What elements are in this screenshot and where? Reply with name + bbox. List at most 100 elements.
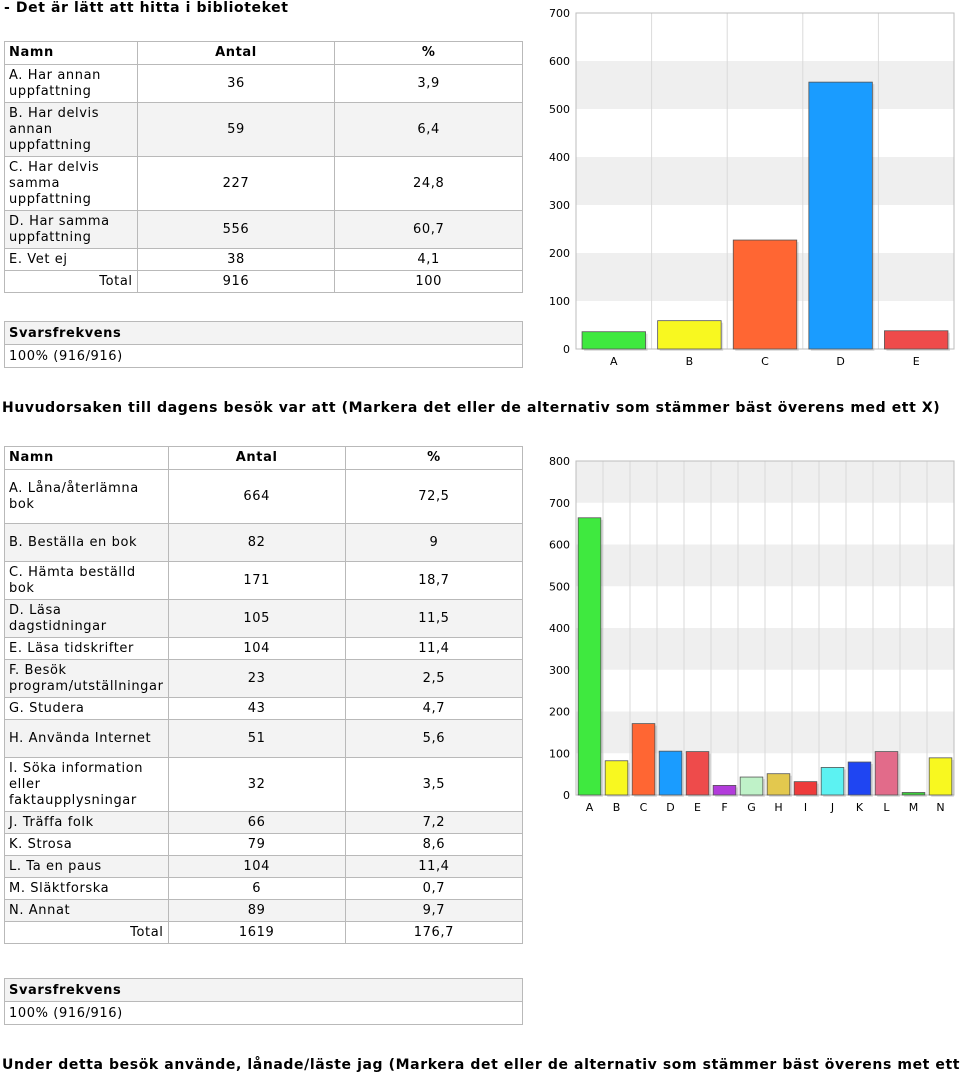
bar-a xyxy=(581,331,646,350)
column-header-count: Antal xyxy=(167,446,346,470)
row-count: 36 xyxy=(136,64,336,103)
row-count: 23 xyxy=(167,659,346,698)
row-percent: 60,7 xyxy=(334,210,523,249)
grid-band xyxy=(576,109,954,157)
column-header-name: Namn xyxy=(4,41,138,65)
row-count: 82 xyxy=(167,523,346,562)
bar-c xyxy=(732,239,798,350)
row-name: G. Studera xyxy=(4,697,169,720)
row-percent: 4,7 xyxy=(344,697,524,720)
table-row: C. Hämta beställd bok 171 18,7 xyxy=(4,561,524,600)
table-row: K. Strosa 79 8,6 xyxy=(4,833,524,856)
table-row: B. Har delvis annan uppfattning 59 6,4 xyxy=(4,102,523,157)
row-percent: 9 xyxy=(344,523,524,562)
table-row: H. Använda Internet 51 5,6 xyxy=(4,719,524,758)
row-count: 79 xyxy=(167,833,346,856)
x-tick-label: J xyxy=(830,801,834,814)
y-tick-label: 400 xyxy=(549,151,570,164)
y-tick-label: 500 xyxy=(549,580,570,593)
row-percent: 18,7 xyxy=(344,561,524,600)
table-row: B. Beställa en bok 82 9 xyxy=(4,523,524,562)
y-tick-label: 200 xyxy=(549,247,570,260)
row-name: I. Söka information eller faktaupplysnin… xyxy=(4,757,169,812)
row-count: 59 xyxy=(136,102,336,157)
section-heading: Huvudorsaken till dagens besök var att (… xyxy=(2,400,941,416)
bar-chart: 0 100 200 300 400 500 600 700 A B C D E xyxy=(549,7,955,368)
plot-frame xyxy=(575,460,955,796)
row-count: 43 xyxy=(167,697,346,720)
row-count: 89 xyxy=(167,899,346,922)
x-tick-label: D xyxy=(666,801,674,814)
bar-a xyxy=(577,517,602,796)
row-name: E. Vet ej xyxy=(4,248,138,271)
table-row: A. Har annan uppfattning 36 3,9 xyxy=(4,64,523,103)
x-tick-label: N xyxy=(936,801,944,814)
row-name: J. Träffa folk xyxy=(4,811,169,834)
row-percent: 5,6 xyxy=(344,719,524,758)
table-row: D. Har samma uppfattning 556 60,7 xyxy=(4,210,523,249)
row-percent: 72,5 xyxy=(344,469,524,524)
row-percent: 2,5 xyxy=(344,659,524,698)
grid-band xyxy=(576,61,954,109)
column-header-name: Namn xyxy=(4,446,169,470)
row-name: L. Ta en paus xyxy=(4,855,169,878)
row-name: H. Använda Internet xyxy=(4,719,169,758)
bar-k xyxy=(847,761,872,796)
row-count: 66 xyxy=(167,811,346,834)
total-count: 1619 xyxy=(167,921,346,944)
table-row: N. Annat 89 9,7 xyxy=(4,899,524,922)
row-name: K. Strosa xyxy=(4,833,169,856)
row-count: 104 xyxy=(167,637,346,660)
row-percent: 0,7 xyxy=(344,877,524,900)
bar-c xyxy=(631,723,656,796)
y-tick-label: 0 xyxy=(563,343,570,356)
row-name: D. Har samma uppfattning xyxy=(4,210,138,249)
bar-h xyxy=(766,773,791,796)
bar-g xyxy=(739,776,764,796)
total-percent: 100 xyxy=(334,270,523,293)
row-percent: 9,7 xyxy=(344,899,524,922)
table-row: E. Läsa tidskrifter 104 11,4 xyxy=(4,637,524,660)
row-percent: 24,8 xyxy=(334,156,523,211)
y-tick-label: 800 xyxy=(549,455,570,468)
bar-d xyxy=(658,750,683,796)
table-row: C. Har delvis samma uppfattning 227 24,8 xyxy=(4,156,523,211)
y-tick-label: 600 xyxy=(549,55,570,68)
table-row: G. Studera 43 4,7 xyxy=(4,697,524,720)
row-name: N. Annat xyxy=(4,899,169,922)
row-count: 38 xyxy=(136,248,336,271)
y-tick-label: 100 xyxy=(549,295,570,308)
row-count: 32 xyxy=(167,757,346,812)
grid-band xyxy=(576,157,954,205)
column-header-percent: % xyxy=(344,446,524,470)
y-tick-label: 700 xyxy=(549,497,570,510)
grid-band xyxy=(576,13,954,61)
row-name: B. Beställa en bok xyxy=(4,523,169,562)
bar-b xyxy=(604,760,629,796)
x-tick-label: H xyxy=(774,801,782,814)
x-tick-label: K xyxy=(856,801,864,814)
y-tick-label: 600 xyxy=(549,539,570,552)
row-percent: 6,4 xyxy=(334,102,523,157)
bar-shadow xyxy=(904,794,927,797)
x-tick-label: B xyxy=(613,801,621,814)
x-tick-label: A xyxy=(610,355,618,368)
x-tick-label: D xyxy=(836,355,844,368)
section-heading: - Det är lätt att hitta i biblioteket xyxy=(4,0,289,16)
bar-m xyxy=(901,792,926,796)
x-tick-label: C xyxy=(761,355,769,368)
x-tick-label: C xyxy=(640,801,648,814)
x-tick-label: M xyxy=(909,801,919,814)
response-rate-label: Svarsfrekvens xyxy=(4,978,523,1002)
column-header-percent: % xyxy=(334,41,523,65)
bar-d xyxy=(808,81,873,350)
row-count: 6 xyxy=(167,877,346,900)
total-label: Total xyxy=(4,270,138,293)
results-table: Namn Antal % A. Har annan uppfattning 36 3… xyxy=(4,41,523,293)
row-name: C. Hämta beställd bok xyxy=(4,561,169,600)
response-rate-label: Svarsfrekvens xyxy=(4,321,523,345)
bar-e xyxy=(685,751,710,796)
table-row: A. Låna/återlämna bok 664 72,5 xyxy=(4,469,524,524)
response-rate-value: 100% (916/916) xyxy=(4,344,523,368)
column-header-count: Antal xyxy=(136,41,336,65)
